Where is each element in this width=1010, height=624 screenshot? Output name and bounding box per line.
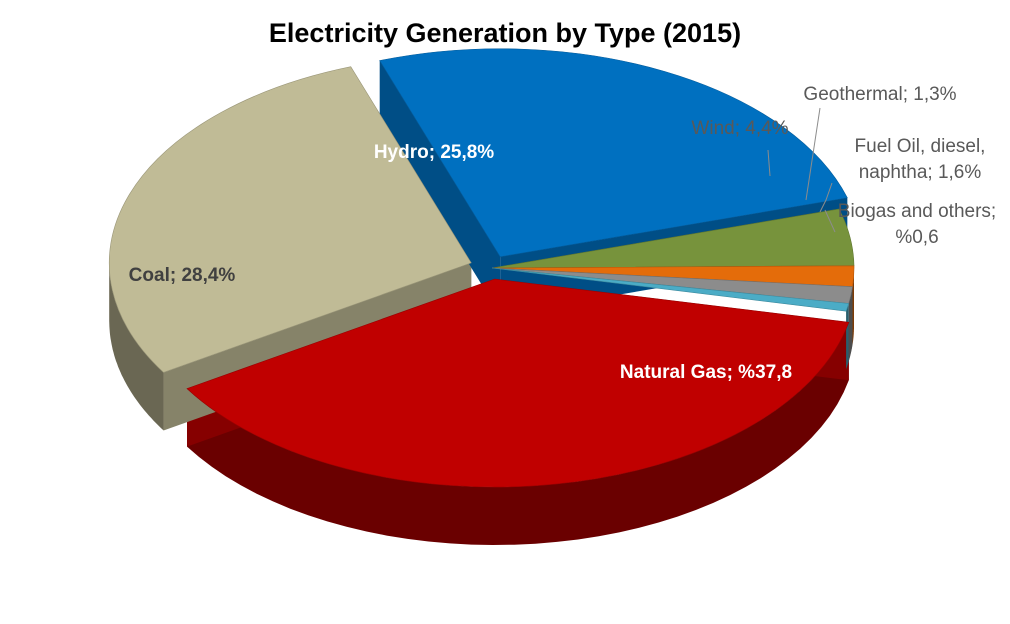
leader-line-wind — [767, 149, 771, 177]
data-label-coal: Coal; 28,4% — [129, 265, 236, 286]
pie-side-coal — [109, 262, 164, 431]
leader-line-fuel-oil-diesel-naphtha — [819, 182, 833, 213]
data-label-fuel-oil-diesel-naphtha: Fuel Oil, diesel, naphtha; 1,6% — [855, 136, 986, 183]
pie-side-fuel-oil-diesel-naphtha — [852, 268, 854, 345]
data-label-biogas-and-others: Biogas and others; %0,6 — [838, 201, 996, 248]
chart-title: Electricity Generation by Type (2015) — [268, 18, 742, 48]
pie-slice-biogas-and-others — [491, 267, 850, 312]
data-label-natural-gas: Natural Gas; %37,8 — [620, 362, 792, 383]
pie-side-natural-gas — [187, 322, 849, 545]
leader-line-geothermal — [805, 107, 821, 201]
pie-side-biogas-and-others — [846, 303, 849, 370]
pie-cutface-hydro — [379, 60, 501, 315]
pie-side-geothermal — [848, 286, 853, 362]
pie-slice-coal — [108, 66, 472, 373]
pie-slice-hydro — [379, 48, 848, 258]
data-label-geothermal: Geothermal; 1,3% — [803, 84, 956, 105]
data-label-hydro: Hydro; 25,8% — [374, 142, 494, 163]
leader-line-biogas-and-others — [824, 209, 836, 233]
data-label-wind: Wind; 4,4% — [691, 118, 788, 139]
pie-slice-natural-gas — [186, 278, 850, 488]
